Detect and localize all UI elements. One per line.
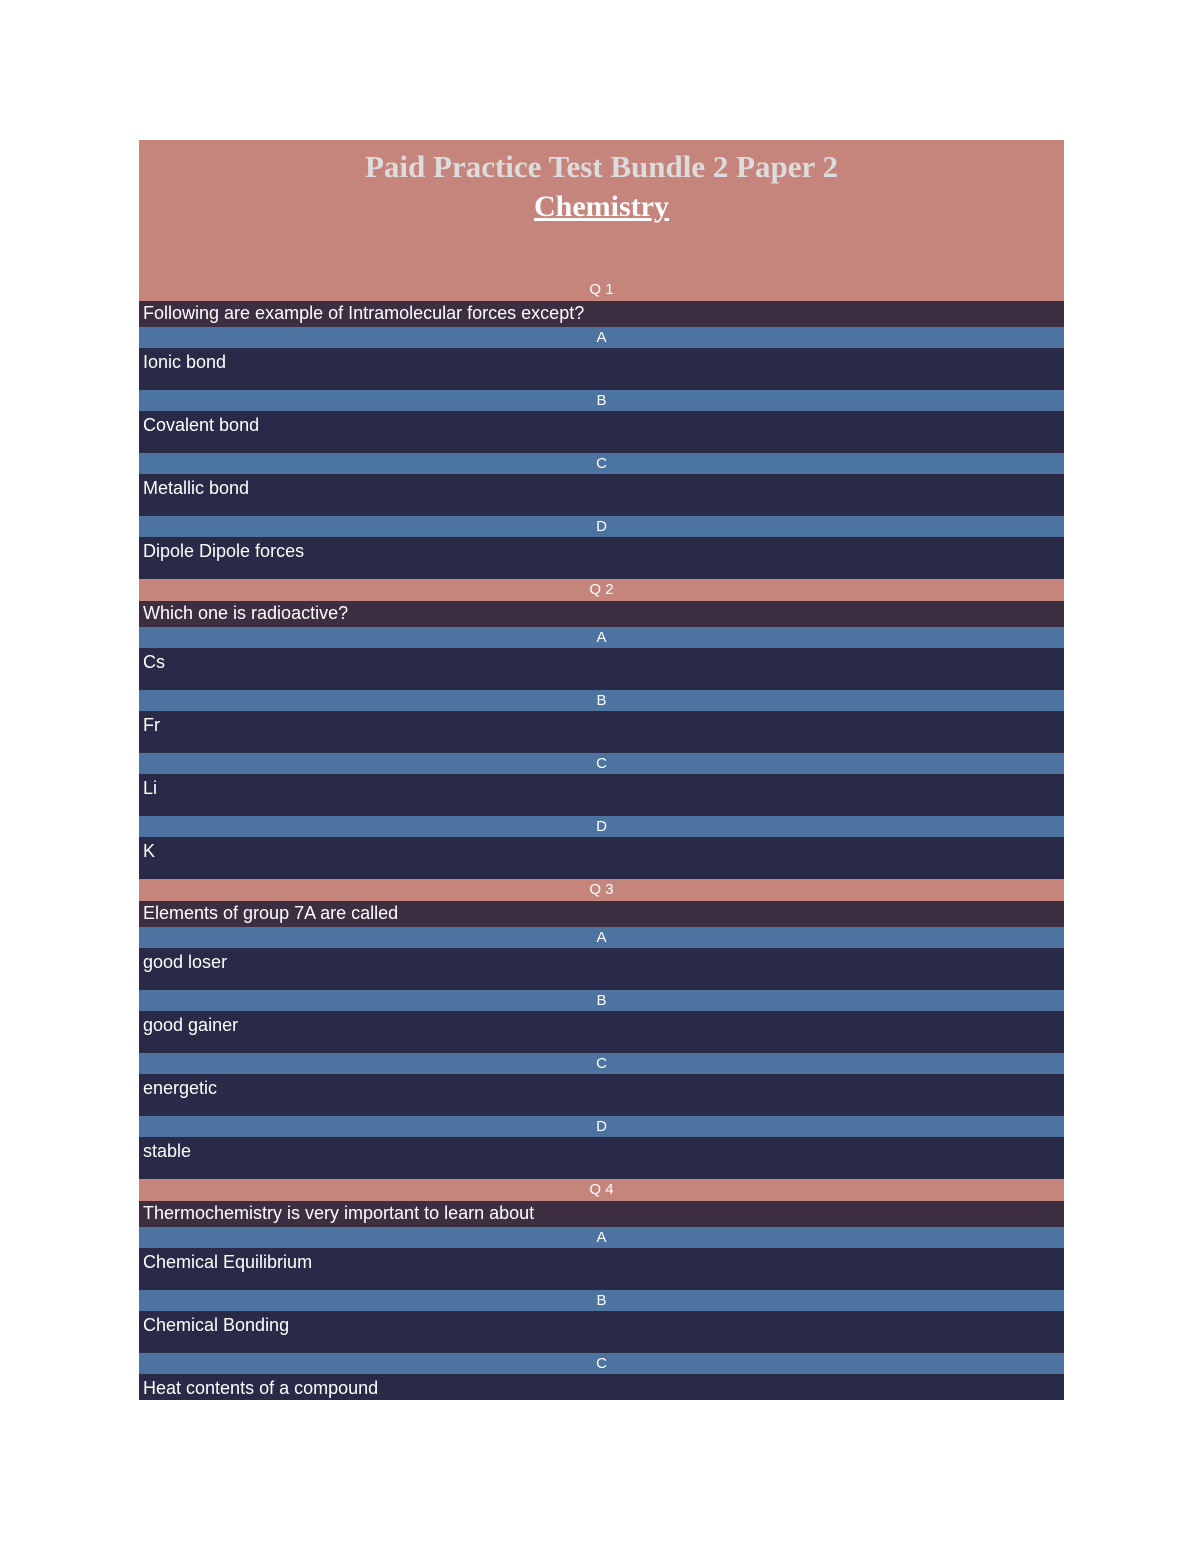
option-text: Metallic bond [139,474,1064,516]
option-letter: C [139,453,1064,474]
option-text: Cs [139,648,1064,690]
option-letter: A [139,627,1064,648]
option-text: Chemical Equilibrium [139,1248,1064,1290]
question-block-2: Q 2 Which one is radioactive? A Cs B Fr … [139,579,1064,879]
option-text: Fr [139,711,1064,753]
option-text: Dipole Dipole forces [139,537,1064,579]
option-text: Li [139,774,1064,816]
question-text: Thermochemistry is very important to lea… [139,1201,1064,1227]
question-block-3: Q 3 Elements of group 7A are called A go… [139,879,1064,1179]
option-text: energetic [139,1074,1064,1116]
question-text: Following are example of Intramolecular … [139,301,1064,327]
option-letter: B [139,990,1064,1011]
test-header: Paid Practice Test Bundle 2 Paper 2 Chem… [139,140,1064,279]
question-number-band: Q 2 [139,579,1064,601]
question-text: Elements of group 7A are called [139,901,1064,927]
question-number-band: Q 1 [139,279,1064,301]
question-block-1: Q 1 Following are example of Intramolecu… [139,279,1064,579]
practice-test-table: Paid Practice Test Bundle 2 Paper 2 Chem… [139,140,1064,1400]
option-letter: A [139,1227,1064,1248]
option-letter: C [139,1053,1064,1074]
option-text: stable [139,1137,1064,1179]
option-letter: D [139,516,1064,537]
option-text: good gainer [139,1011,1064,1053]
question-block-4: Q 4 Thermochemistry is very important to… [139,1179,1064,1400]
option-text: good loser [139,948,1064,990]
option-text: Chemical Bonding [139,1311,1064,1353]
question-number-band: Q 3 [139,879,1064,901]
test-title: Paid Practice Test Bundle 2 Paper 2 [364,149,839,184]
option-letter: D [139,816,1064,837]
option-text: Heat contents of a compound [139,1374,1064,1400]
option-letter: A [139,927,1064,948]
option-letter: A [139,327,1064,348]
option-letter: B [139,690,1064,711]
option-letter: C [139,1353,1064,1374]
test-subject: Chemistry [534,190,669,223]
option-letter: C [139,753,1064,774]
option-letter: B [139,390,1064,411]
option-letter: D [139,1116,1064,1137]
option-text: K [139,837,1064,879]
option-text: Ionic bond [139,348,1064,390]
question-text: Which one is radioactive? [139,601,1064,627]
option-text: Covalent bond [139,411,1064,453]
question-number-band: Q 4 [139,1179,1064,1201]
option-letter: B [139,1290,1064,1311]
